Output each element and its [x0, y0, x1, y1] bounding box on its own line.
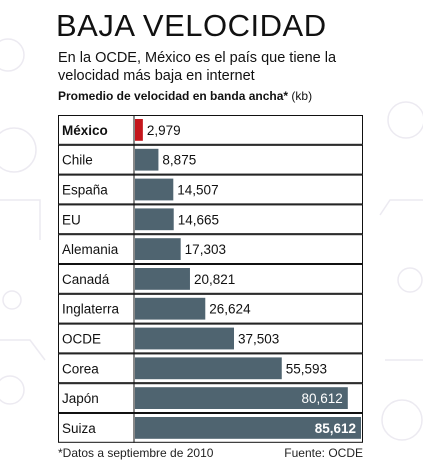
category-label-suiza: Suiza	[62, 421, 96, 436]
category-label-mexico: México	[62, 123, 108, 138]
row-frame-mexico	[58, 115, 363, 145]
row-frame-canada	[58, 264, 363, 294]
row-frame-chile	[58, 144, 363, 175]
category-label-eu: EU	[62, 212, 81, 227]
chart-subtitle: En la OCDE, México es el país que tiene …	[58, 50, 337, 84]
chart-heading: Promedio de velocidad en banda ancha* (k…	[58, 89, 312, 103]
value-label-ocde: 37,503	[238, 332, 279, 347]
chart-title: BAJA VELOCIDAD	[56, 8, 327, 43]
value-label-chile: 8,875	[162, 153, 196, 168]
bar-alemania	[135, 238, 181, 260]
row-frame-suiza	[58, 413, 363, 443]
bar-japon	[135, 387, 348, 409]
category-label-chile: Chile	[62, 153, 93, 168]
value-label-japon: 80,612	[302, 391, 343, 406]
category-label-espana: España	[62, 183, 108, 198]
bar-canada	[135, 268, 190, 290]
row-frame-espana	[58, 174, 363, 205]
source-note: Fuente: OCDE	[284, 446, 363, 460]
bar-inglaterra	[135, 297, 206, 320]
value-label-mexico: 2,979	[147, 123, 181, 138]
value-label-alemania: 17,303	[185, 242, 226, 257]
row-frame-alemania	[58, 234, 363, 264]
row-frame-japon	[58, 383, 363, 414]
bar-ocde	[135, 327, 235, 350]
bar-espana	[135, 178, 174, 201]
category-label-japon: Japón	[62, 391, 99, 406]
value-label-inglaterra: 26,624	[209, 302, 251, 317]
row-frame-corea	[58, 353, 363, 384]
value-label-corea: 55,593	[286, 361, 327, 376]
heading-measure: Promedio de velocidad en banda ancha*	[58, 89, 289, 103]
value-label-canada: 20,821	[194, 272, 235, 287]
category-label-alemania: Alemania	[62, 242, 119, 257]
row-frame-ocde	[58, 323, 363, 354]
value-label-espana: 14,507	[177, 183, 218, 198]
bar-corea	[135, 357, 282, 380]
bar-suiza	[135, 417, 361, 439]
bar-mexico	[135, 119, 143, 141]
footnote: *Datos a septiembre de 2010	[58, 446, 214, 460]
bar-chile	[135, 148, 159, 171]
row-frame-inglaterra	[58, 293, 363, 324]
row-frame-eu	[58, 204, 363, 235]
category-label-ocde: OCDE	[62, 332, 101, 347]
bar-chart: México 2,979 Chile 8,875 España 14,507 EU 14,66…	[58, 115, 363, 443]
category-label-corea: Corea	[62, 361, 99, 376]
value-label-eu: 14,665	[178, 212, 219, 227]
category-label-inglaterra: Inglaterra	[62, 302, 120, 317]
bar-eu	[135, 208, 174, 231]
heading-unit: (kb)	[288, 89, 313, 103]
category-label-canada: Canadá	[62, 272, 110, 287]
value-label-suiza: 85,612	[315, 421, 356, 436]
